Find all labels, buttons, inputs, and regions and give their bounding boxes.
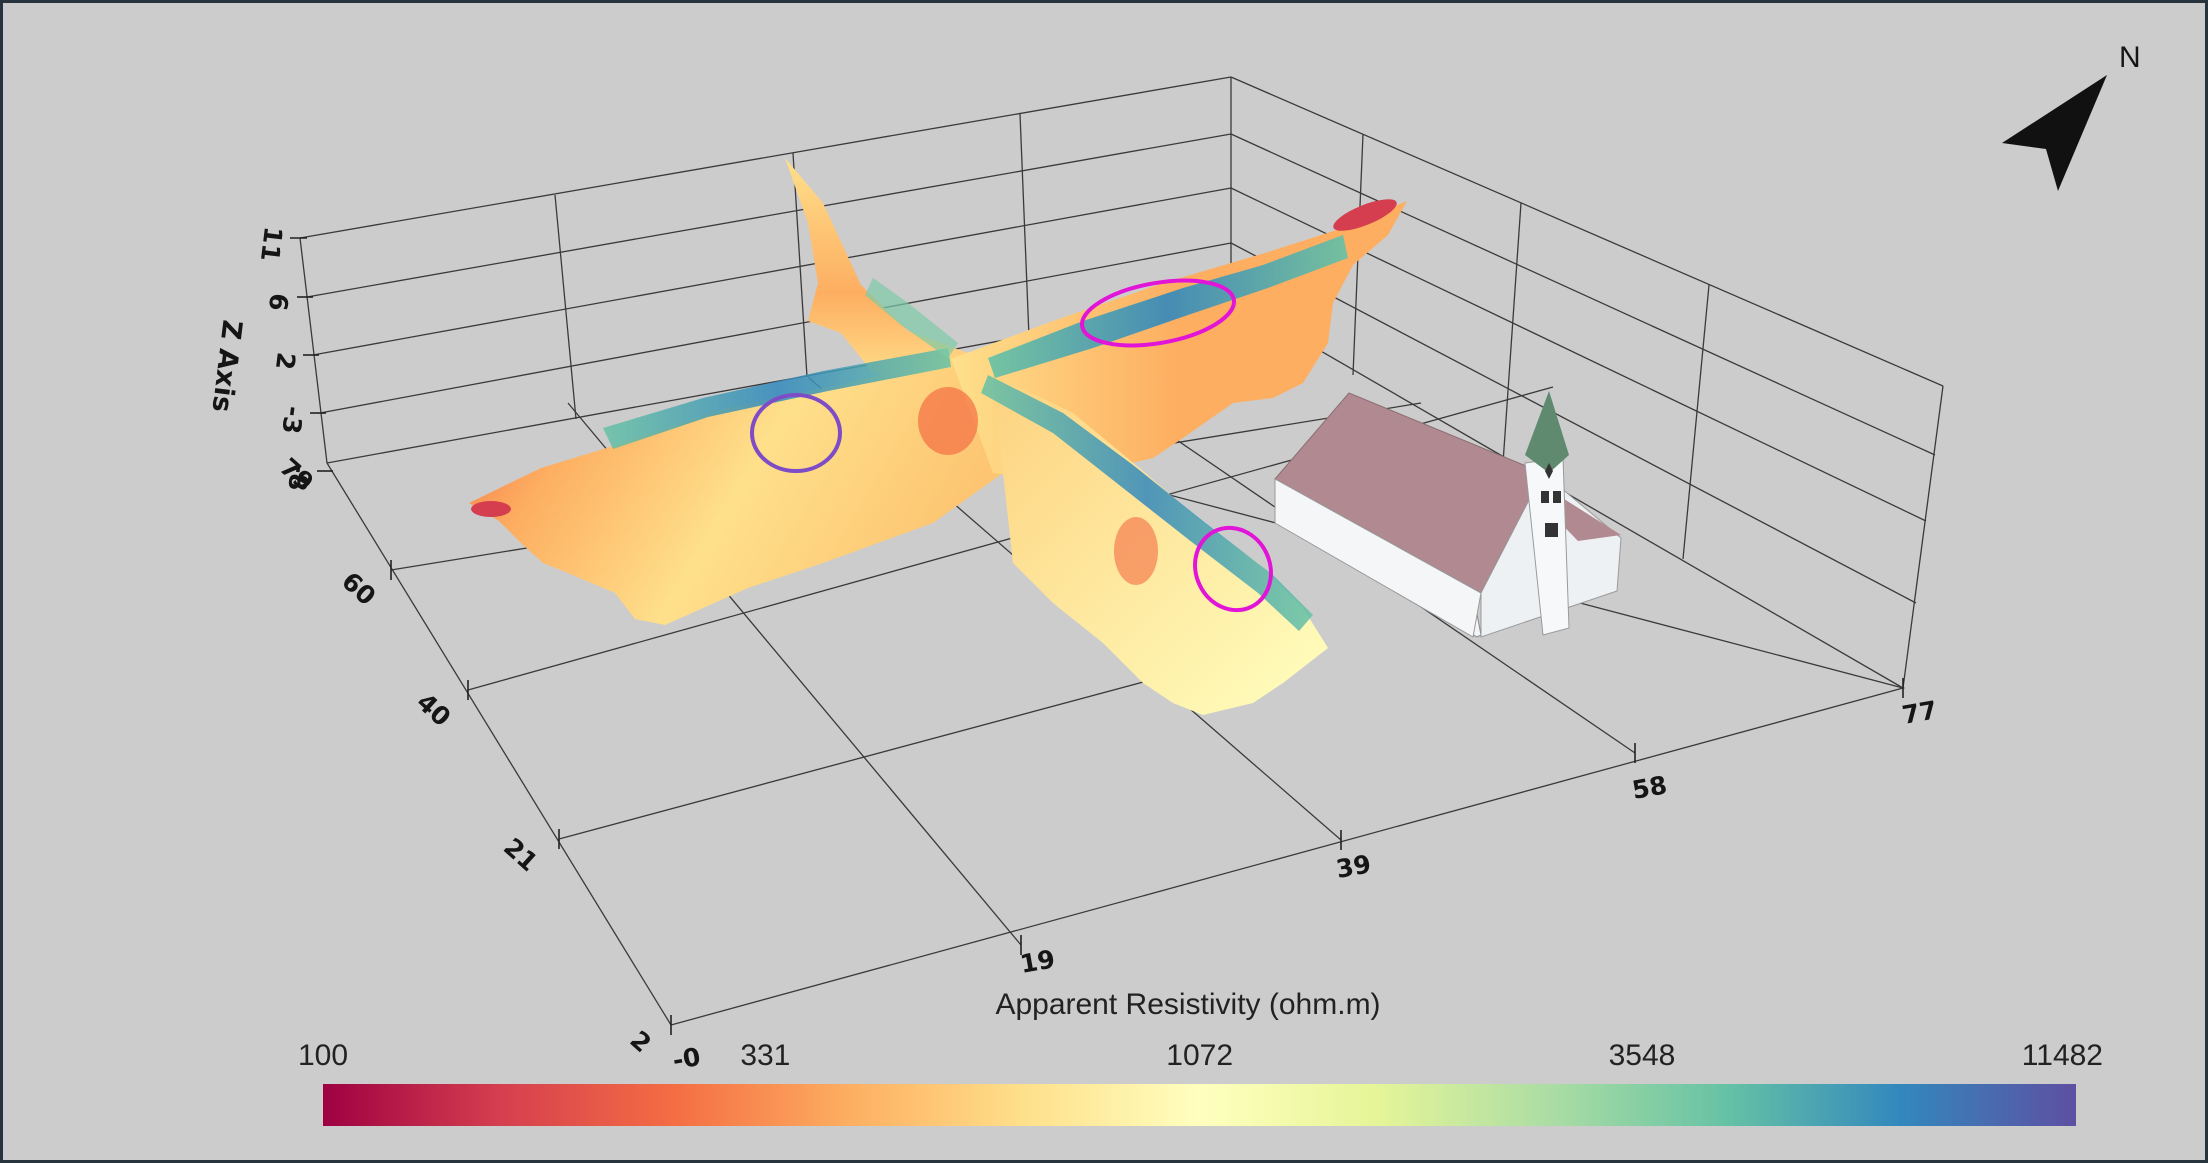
colorbar-tick-4: 11482 [2021,1039,2103,1072]
surface-north-arm [785,158,968,383]
z-axis-ticks: -8 -3 2 6 11 [255,225,315,493]
v-grid-right-2 [1502,202,1522,464]
v-grid-back-3 [1019,113,1030,338]
colorbar-tick-0: 100 [298,1039,349,1072]
y-tick-0: 2 [625,1025,657,1058]
surface-south-arm [993,375,1328,715]
v-grid-back-1 [554,194,577,420]
z-tick-3: 6 [263,292,294,313]
y-tick-3: 60 [336,566,381,611]
z-grid--3 [319,242,1232,414]
band-east [988,235,1348,378]
y-tick-2: 40 [411,687,456,732]
north-arrow-icon [2002,75,2107,191]
highlight-ellipse-magenta-south [1193,525,1273,613]
north-label: N [2119,41,2141,74]
z-tick-1: -3 [276,404,308,435]
low-resistivity-spot-center [918,387,978,455]
back-wall-top [299,76,1232,239]
z-tick-2: 2 [270,351,301,372]
right-wall-right-edge [1902,385,1944,689]
band-north [865,278,958,358]
band-south [981,375,1313,631]
z-grid-6 [306,133,1232,298]
z-tick-4: 11 [255,225,288,263]
plot-3d: -8 -3 2 6 11 2 21 40 60 79 -0 19 39 58 77 Z Axis [205,75,2107,1075]
colorbar-title: Apparent Resistivity (ohm.m) [995,988,1381,1021]
church-icon [1274,391,1622,638]
z-grid-right-6 [1230,133,1936,456]
low-resistivity-spot-east [1333,199,1397,231]
z-axis-title: Z Axis [205,318,247,414]
colorbar-tick-1: 331 [740,1039,791,1072]
low-resistivity-spot-south [1114,517,1158,585]
y-tick-4: 79 [274,452,319,497]
highlight-ellipse-magenta-east [1079,278,1237,348]
colorbar-tick-3: 3548 [1608,1039,1676,1072]
z-tick-0: -8 [282,461,314,492]
x-axis-ticks: -0 19 39 58 77 [670,695,1939,1075]
highlights [750,278,1273,613]
v-grid-right-3 [1682,284,1710,560]
x-tick-4: 77 [1900,695,1939,730]
back-wall-left-edge [299,237,328,464]
z-grid-2 [312,187,1232,356]
colorbar-tick-2: 1072 [1166,1039,1234,1072]
colorbar [323,1084,2076,1126]
y-tick-1: 21 [498,832,543,877]
resistivity-surface [469,158,1407,715]
z-grid-right--3 [1230,242,1917,604]
x-tick-3: 58 [1630,770,1669,805]
x-tick-0: -0 [670,1042,702,1075]
v-grid-back-2 [792,152,808,378]
right-wall-top [1230,76,1944,387]
low-resistivity-spot-west [471,501,511,517]
x-tick-2: 39 [1334,849,1373,884]
surface-west-arm [469,359,1003,625]
highlight-ellipse-purple [750,393,842,473]
x-tick-1: 19 [1018,944,1057,979]
tick-marks [290,237,1904,1035]
